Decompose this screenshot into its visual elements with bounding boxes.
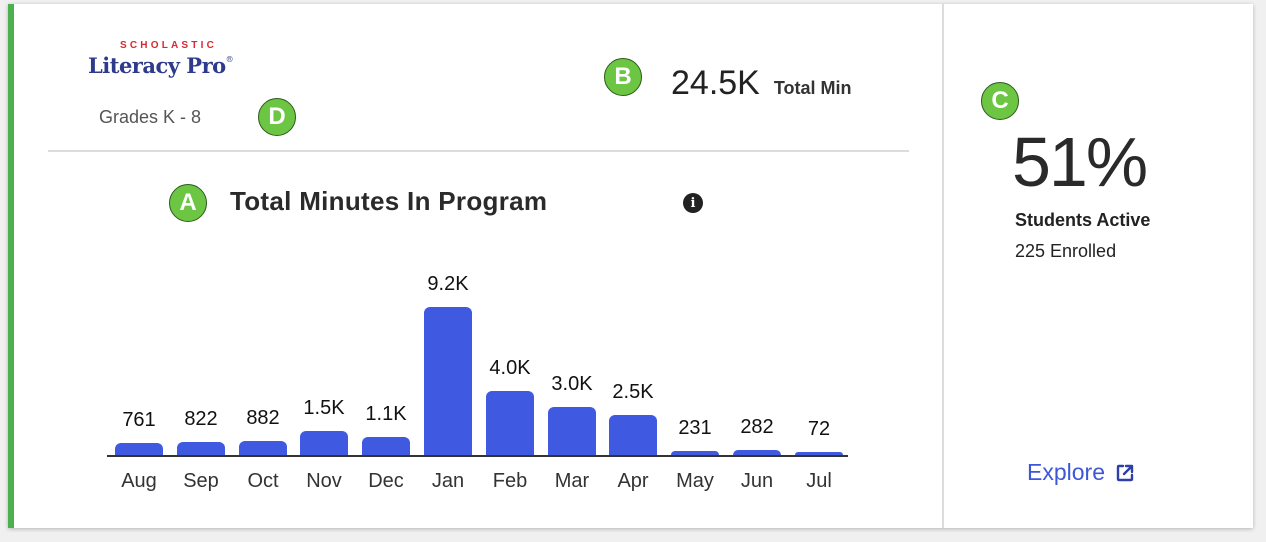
bar-apr[interactable] bbox=[609, 415, 657, 455]
annotation-marker-d: D bbox=[258, 98, 296, 136]
bar-mar[interactable] bbox=[548, 407, 596, 455]
chart-title: Total Minutes In Program bbox=[230, 186, 548, 216]
bar-jul[interactable] bbox=[795, 452, 843, 455]
x-axis-label: Oct bbox=[247, 470, 279, 492]
annotation-marker-a: A bbox=[169, 184, 207, 222]
header-divider bbox=[48, 150, 909, 152]
bar-value-label: 4.0K bbox=[489, 357, 531, 379]
x-axis-label: Jun bbox=[740, 470, 774, 492]
students-active-label: Students Active bbox=[1015, 210, 1151, 230]
bar-aug[interactable] bbox=[115, 443, 163, 455]
bar-value-label: 1.1K bbox=[365, 403, 407, 425]
x-axis-label: Mar bbox=[554, 470, 590, 492]
explore-label: Explore bbox=[1027, 459, 1105, 485]
product-name-text: Literacy Pro bbox=[88, 53, 226, 78]
enrolled-count: 225 Enrolled bbox=[1015, 241, 1117, 261]
bar-jan[interactable] bbox=[424, 307, 472, 455]
stats-pane: C 51% Students Active 225 Enrolled Explo… bbox=[944, 4, 1253, 528]
bar-value-label: 1.5K bbox=[303, 397, 345, 419]
x-axis-label: Nov bbox=[306, 470, 342, 492]
info-icon[interactable]: i bbox=[683, 193, 703, 213]
x-axis-label: Aug bbox=[121, 470, 157, 492]
bar-nov[interactable] bbox=[300, 431, 348, 455]
bar-value-label: 72 bbox=[807, 418, 831, 440]
chart-pane: SCHOLASTIC Literacy Pro® Grades K - 8 24… bbox=[14, 4, 942, 528]
bar-value-label: 231 bbox=[678, 417, 712, 439]
x-axis-line bbox=[107, 455, 848, 457]
bar-may[interactable] bbox=[671, 451, 719, 455]
bar-value-label: 3.0K bbox=[551, 373, 593, 395]
explore-link[interactable]: Explore bbox=[1027, 459, 1135, 486]
bar-value-label: 761 bbox=[122, 409, 156, 431]
bar-value-label: 9.2K bbox=[427, 273, 469, 295]
bar-value-label: 882 bbox=[246, 407, 280, 429]
pane-divider bbox=[942, 4, 944, 528]
bar-value-label: 2.5K bbox=[612, 381, 654, 403]
x-axis-label: Sep bbox=[183, 470, 219, 492]
bar-dec[interactable] bbox=[362, 437, 410, 455]
annotation-marker-b: B bbox=[604, 58, 642, 96]
bar-value-label: 822 bbox=[184, 408, 218, 430]
bar-feb[interactable] bbox=[486, 391, 534, 455]
bar-sep[interactable] bbox=[177, 442, 225, 455]
product-name: Literacy Pro® bbox=[88, 53, 234, 78]
total-minutes-summary: 24.5K Total Min bbox=[671, 64, 852, 103]
x-axis-label: May bbox=[676, 470, 714, 492]
registered-mark: ® bbox=[225, 55, 234, 64]
total-minutes-value: 24.5K bbox=[671, 64, 760, 102]
x-axis-label: Jan bbox=[431, 470, 465, 492]
brand-name: SCHOLASTIC bbox=[120, 40, 217, 51]
x-axis-label: Jul bbox=[806, 470, 832, 492]
x-axis-label: Feb bbox=[492, 470, 528, 492]
bar-jun[interactable] bbox=[733, 450, 781, 455]
literacy-pro-card: SCHOLASTIC Literacy Pro® Grades K - 8 24… bbox=[8, 4, 1253, 528]
annotation-marker-c: C bbox=[981, 82, 1019, 120]
grades-label: Grades K - 8 bbox=[99, 107, 202, 127]
bar-value-label: 282 bbox=[740, 416, 774, 438]
percent-active-value: 51% bbox=[1012, 123, 1148, 201]
monthly-minutes-bar-chart: 761 Aug 822 Sep 882 Oct 1.5K Nov 1.1K Dec 9.2K Jan 4… bbox=[14, 4, 942, 528]
x-axis-label: Apr bbox=[617, 470, 649, 492]
x-axis-label: Dec bbox=[368, 470, 404, 492]
external-link-icon bbox=[1116, 464, 1134, 481]
bar-oct[interactable] bbox=[239, 441, 287, 455]
total-minutes-label: Total Min bbox=[773, 78, 852, 98]
